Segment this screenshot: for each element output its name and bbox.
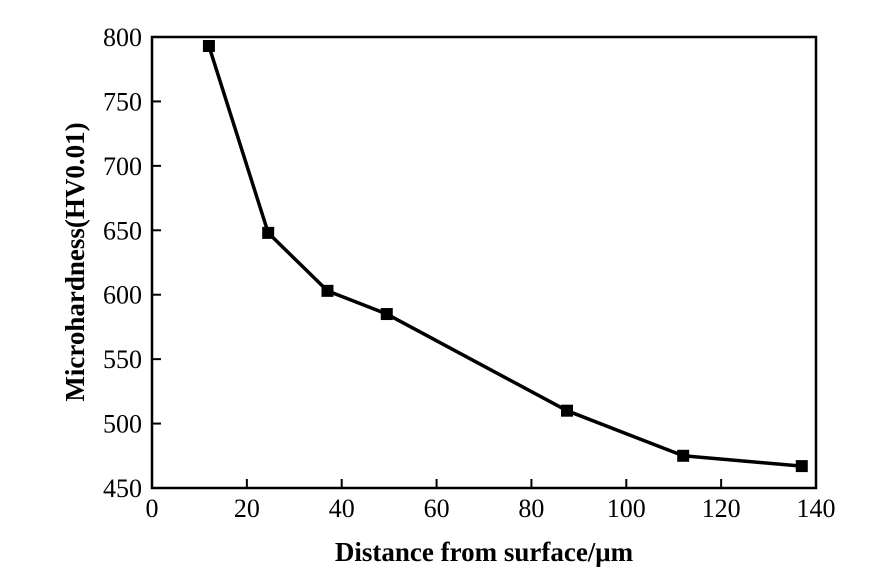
data-point <box>321 284 334 297</box>
data-point <box>561 404 573 417</box>
y-tick-label: 700 <box>103 152 142 181</box>
data-point <box>262 226 275 239</box>
data-point <box>795 460 808 473</box>
y-axis-ticks: 450 500 550 600 650 700 750 800 <box>103 23 161 503</box>
x-axis-label: Distance from surface/μm <box>335 537 634 567</box>
y-tick-label: 750 <box>103 87 142 116</box>
x-tick-label: 20 <box>234 494 260 523</box>
series-layer <box>202 40 808 473</box>
x-tick-label: 60 <box>424 494 450 523</box>
x-tick-label: 80 <box>518 494 544 523</box>
x-tick-label: 100 <box>607 494 646 523</box>
series-line <box>207 45 802 468</box>
y-tick-label: 500 <box>103 410 142 439</box>
data-point <box>677 449 690 462</box>
y-tick-label: 600 <box>103 281 142 310</box>
y-tick-label: 650 <box>103 216 142 245</box>
x-tick-label: 40 <box>329 494 355 523</box>
x-tick-label: 140 <box>797 494 836 523</box>
x-tick-label: 0 <box>146 494 159 523</box>
y-tick-label: 450 <box>103 474 142 503</box>
data-point <box>202 40 215 53</box>
y-tick-label: 800 <box>103 23 142 52</box>
y-axis-label: Microhardness(HV0.01) <box>60 122 90 401</box>
x-axis-ticks: 0 20 40 60 80 100 120 140 <box>146 479 836 523</box>
plot-frame <box>150 35 818 490</box>
x-tick-label: 120 <box>702 494 741 523</box>
y-tick-label: 550 <box>103 345 142 374</box>
data-point <box>380 308 393 321</box>
